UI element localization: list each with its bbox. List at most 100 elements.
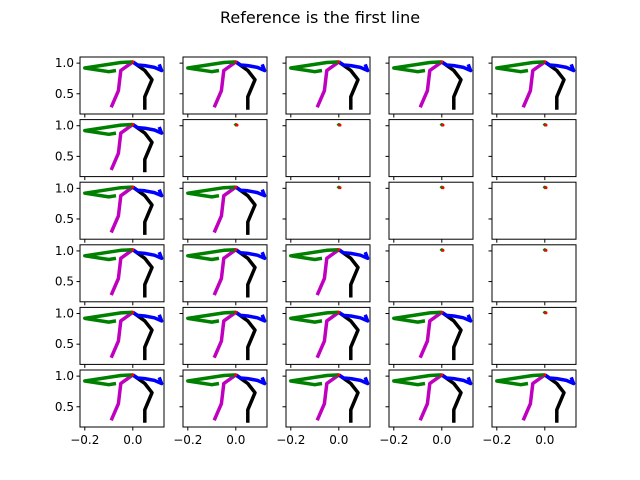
- joint-marker: [234, 185, 238, 189]
- joint-marker: [131, 123, 135, 127]
- subplot-content: [289, 247, 370, 298]
- subplot-r1-c1: [179, 119, 268, 181]
- limb-right-leg: [131, 310, 154, 361]
- subplot-frame: [79, 119, 165, 178]
- joint-marker: [337, 248, 341, 252]
- subplot-content: [336, 185, 342, 190]
- limb-left-leg: [109, 60, 134, 108]
- subplot-r5-c0: 0.5 1.0 −0.2 0.0: [55, 369, 165, 447]
- x-tick-label: 0.0: [432, 433, 451, 447]
- limb-right-leg: [234, 310, 257, 361]
- x-tick-label: −0.2: [379, 433, 408, 447]
- subplot-r5-c3: −0.2 0.0: [379, 369, 474, 447]
- limb-right-arm: [234, 185, 267, 198]
- subplot-content: [439, 185, 445, 190]
- subplot-content: [542, 310, 548, 315]
- subplot-frame: [491, 369, 577, 428]
- joint-marker: [131, 60, 135, 64]
- subplot-frame: [182, 119, 268, 178]
- limb-left-arm: [83, 247, 133, 262]
- limb-left-arm: [186, 310, 236, 324]
- joint-marker: [131, 248, 135, 252]
- x-tick-label: −0.2: [70, 433, 99, 447]
- subplot-r3-c1: [179, 244, 268, 306]
- x-tick-label: −0.2: [482, 433, 511, 447]
- limb-right-arm: [440, 60, 473, 73]
- y-tick-label: 1.0: [55, 369, 74, 383]
- joint-marker: [441, 123, 445, 127]
- y-tick-label: 0.5: [55, 275, 74, 289]
- subplot-frame: [491, 181, 577, 240]
- subplot-r3-c2: [282, 244, 371, 306]
- subplot-r0-c0: 0.5 1.0: [55, 56, 165, 118]
- subplot-frame: [285, 119, 371, 178]
- limb-left-leg: [521, 373, 546, 421]
- subplot-content: [495, 60, 576, 110]
- subplot-r2-c0: 0.5 1.0: [55, 181, 165, 243]
- y-tick-label: 0.5: [55, 400, 74, 414]
- subplot-frame: [491, 56, 577, 115]
- subplot-content: [83, 185, 164, 235]
- subplot-r5-c2: −0.2 0.0: [276, 369, 371, 447]
- limb-left-leg: [109, 248, 134, 296]
- limb-left-arm: [186, 185, 236, 199]
- subplot-content: [542, 185, 548, 190]
- figure-title: Reference is the first line: [219, 8, 421, 27]
- subplot-r2-c1: [179, 181, 268, 243]
- limb-right-leg: [234, 60, 257, 110]
- x-tick-label: −0.2: [173, 433, 202, 447]
- limb-right-leg: [543, 60, 566, 110]
- limb-right-leg: [337, 60, 360, 110]
- joint-marker: [544, 186, 548, 190]
- limb-left-arm: [495, 373, 545, 387]
- y-tick-label: 0.5: [55, 149, 74, 163]
- y-tick-label: 1.0: [55, 119, 74, 133]
- subplot-r1-c4: [488, 119, 577, 181]
- subplot-r5-c1: −0.2 0.0: [173, 369, 268, 447]
- subplot-r2-c3: [385, 181, 474, 243]
- limb-right-arm: [440, 373, 473, 386]
- limb-right-arm: [337, 310, 370, 323]
- limb-right-arm: [337, 60, 370, 73]
- subplot-frame: [491, 306, 577, 365]
- subplot-frame: [79, 181, 165, 240]
- subplot-frame: [285, 306, 371, 365]
- subplot-frame: [388, 244, 474, 303]
- y-tick-label: 0.5: [55, 87, 74, 101]
- limb-right-leg: [131, 248, 154, 298]
- limb-right-leg: [440, 60, 463, 110]
- limb-right-arm: [131, 310, 164, 323]
- subplot-content: [439, 248, 445, 252]
- subplot-content: [542, 248, 548, 252]
- limb-left-leg: [109, 373, 134, 421]
- joint-marker: [338, 123, 342, 127]
- subplot-content: [392, 373, 473, 423]
- limb-left-arm: [392, 310, 442, 324]
- subplot-content: [186, 373, 267, 423]
- subplot-content: [186, 60, 267, 110]
- subplot-r5-c4: −0.2 0.0: [482, 369, 577, 447]
- limb-left-arm: [289, 373, 339, 387]
- limb-left-leg: [109, 185, 134, 234]
- limb-left-arm: [289, 310, 339, 324]
- subplot-r2-c2: [282, 181, 371, 243]
- joint-marker: [131, 310, 135, 314]
- joint-marker: [544, 123, 548, 127]
- subplot-r2-c4: [488, 181, 577, 243]
- limb-right-arm: [337, 248, 370, 261]
- limb-left-leg: [315, 373, 340, 421]
- limb-right-leg: [543, 373, 566, 423]
- subplot-content: [495, 373, 576, 423]
- limb-right-arm: [131, 123, 164, 135]
- limb-left-leg: [109, 123, 134, 171]
- subplot-content: [439, 123, 445, 127]
- limb-right-leg: [440, 310, 463, 361]
- subplot-r4-c2: [282, 306, 371, 368]
- limb-right-leg: [131, 185, 154, 235]
- y-tick-label: 1.0: [55, 56, 74, 70]
- subplot-frame: [79, 306, 165, 365]
- subplot-frame: [79, 244, 165, 303]
- y-tick-label: 1.0: [55, 244, 74, 258]
- joint-marker: [337, 60, 341, 64]
- y-tick-label: 0.5: [55, 337, 74, 351]
